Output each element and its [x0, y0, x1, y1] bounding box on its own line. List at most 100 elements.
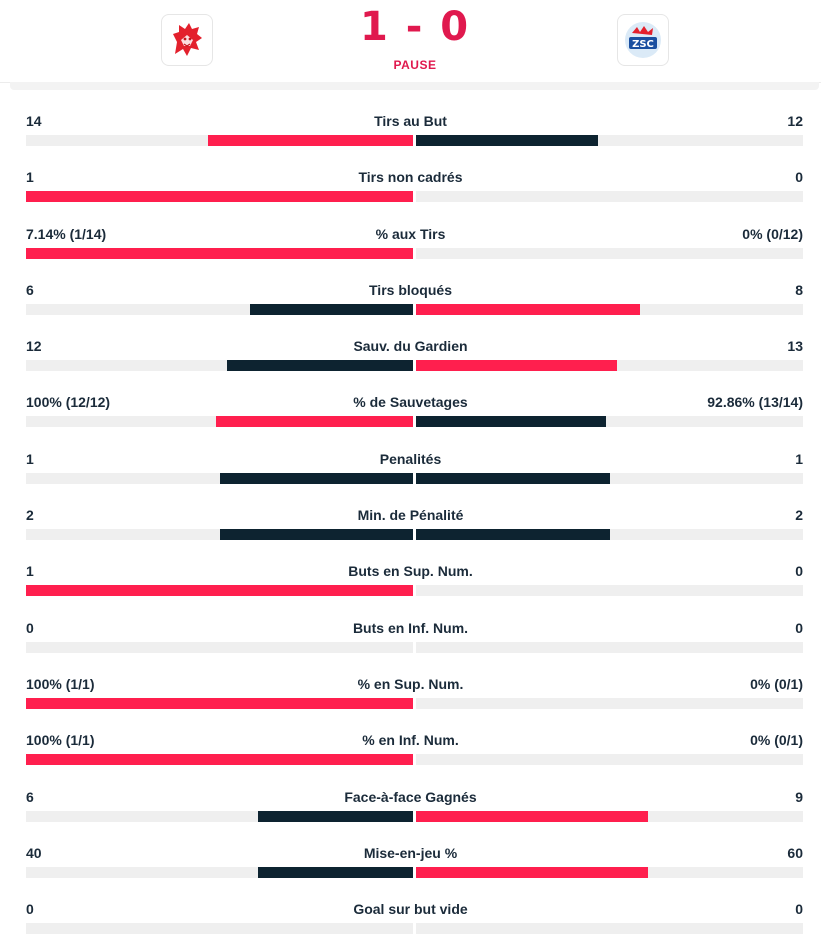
stat-row: 1 Tirs non cadrés 0 [0, 163, 821, 219]
stat-home-bar [250, 303, 413, 315]
stat-label: Tirs non cadrés [358, 169, 463, 186]
stat-row: 6 Face-à-face Gagnés 9 [0, 783, 821, 839]
match-status: PAUSE [393, 58, 437, 72]
stat-home-track [26, 416, 413, 428]
stat-home-value: 100% (1/1) [26, 675, 95, 692]
stat-row: 40 Mise-en-jeu % 60 [0, 839, 821, 895]
stat-away-value: 0 [795, 563, 803, 580]
stat-home-value: 6 [26, 788, 34, 805]
stat-label: Tirs au But [374, 113, 447, 129]
stat-home-bar [26, 191, 413, 203]
stat-row: 0 Buts en Inf. Num. 0 [0, 614, 821, 670]
stat-away-track [416, 472, 803, 484]
stat-away-bar [416, 360, 618, 372]
stat-home-value: 1 [26, 450, 34, 467]
stat-away-track [416, 697, 803, 709]
stat-away-value: 8 [795, 281, 803, 298]
stat-home-bar [219, 472, 413, 484]
stat-home-value: 0 [26, 901, 34, 918]
stat-away-track [416, 247, 803, 259]
match-header: 1 - 0 PAUSE ZSC [0, 0, 821, 83]
stat-row: 14 Tirs au But 12 [0, 107, 821, 163]
stat-label: Buts en Sup. Num. [348, 563, 473, 580]
stat-away-value: 0% (0/12) [742, 225, 803, 242]
stat-home-value: 1 [26, 563, 34, 580]
stat-home-track [26, 641, 413, 653]
stat-label: Face-à-face Gagnés [344, 788, 477, 805]
stat-home-value: 40 [26, 844, 42, 861]
stat-home-value: 2 [26, 507, 34, 524]
stat-home-bar [26, 697, 413, 709]
stat-home-track [26, 923, 413, 935]
stat-home-track [26, 585, 413, 597]
stat-home-value: 12 [26, 338, 42, 355]
stat-away-bar [416, 866, 649, 878]
stat-away-value: 0% (0/1) [750, 675, 803, 692]
stat-label: % en Inf. Num. [362, 732, 459, 749]
stat-label: Goal sur but vide [353, 901, 468, 918]
stat-away-track [416, 529, 803, 541]
stat-away-value: 0 [795, 169, 803, 186]
away-team-logo[interactable]: ZSC [617, 14, 669, 66]
stat-row: 1 Penalités 1 [0, 445, 821, 501]
stat-home-track [26, 191, 413, 203]
stat-away-track [416, 585, 803, 597]
zsc-lions-icon: ZSC [625, 22, 661, 58]
stat-home-track [26, 360, 413, 372]
stat-home-bar [26, 754, 413, 766]
stat-away-value: 13 [787, 338, 803, 355]
stat-home-bar [219, 529, 413, 541]
stat-away-bar [416, 472, 610, 484]
stat-away-track [416, 416, 803, 428]
stat-label: Penalités [379, 450, 442, 467]
match-score: 1 - 0 [359, 4, 471, 50]
stat-home-track [26, 810, 413, 822]
stat-home-track [26, 697, 413, 709]
stat-label: % en Sup. Num. [357, 675, 464, 692]
stat-home-track [26, 754, 413, 766]
stat-away-track [416, 866, 803, 878]
stat-away-track [416, 754, 803, 766]
stat-home-track [26, 866, 413, 878]
stat-home-track [26, 529, 413, 541]
stat-away-value: 2 [795, 507, 803, 524]
stat-label: Tirs bloqués [369, 281, 452, 298]
stat-home-track [26, 472, 413, 484]
stat-row: 0 Goal sur but vide 0 [0, 895, 821, 951]
stat-row: 1 Buts en Sup. Num. 0 [0, 557, 821, 613]
stat-away-value: 60 [787, 844, 803, 861]
stat-home-track [26, 303, 413, 315]
stat-away-value: 9 [795, 788, 803, 805]
stat-away-bar [416, 303, 641, 315]
stat-away-bar [416, 135, 598, 146]
stat-away-value: 0 [795, 901, 803, 918]
stat-home-bar [26, 247, 413, 259]
home-team-logo[interactable] [161, 14, 213, 66]
stat-label: % aux Tirs [375, 225, 446, 242]
stat-away-value: 0 [795, 619, 803, 636]
stat-label: % de Sauvetages [353, 394, 468, 411]
stat-away-value: 0% (0/1) [750, 732, 803, 749]
stat-home-value: 1 [26, 169, 34, 186]
stat-row: 100% (1/1) % en Inf. Num. 0% (0/1) [0, 726, 821, 782]
stat-home-bar [26, 585, 413, 597]
stat-home-bar [227, 360, 413, 372]
stat-home-track [26, 247, 413, 259]
stat-label: Buts en Inf. Num. [352, 619, 469, 636]
stat-away-track [416, 810, 803, 822]
stat-row: 2 Min. de Pénalité 2 [0, 501, 821, 557]
stat-home-value: 100% (1/1) [26, 732, 95, 749]
stat-away-value: 1 [795, 450, 803, 467]
stat-home-bar [207, 135, 413, 146]
stat-row: 12 Sauv. du Gardien 13 [0, 332, 821, 388]
stat-row: 100% (12/12) % de Sauvetages 92.86% (13/14… [0, 388, 821, 444]
stat-away-track [416, 360, 803, 372]
stat-away-track [416, 923, 803, 935]
stats-list: 14 Tirs au But 12 1 Tirs non cadrés 0 7.14% (1… [0, 107, 821, 951]
stat-row: 6 Tirs bloqués 8 [0, 276, 821, 332]
stat-home-value: 0 [26, 619, 34, 636]
stat-home-bar [258, 810, 413, 822]
stat-home-value: 100% (12/12) [26, 394, 111, 411]
stat-away-track [416, 641, 803, 653]
stat-home-bar [215, 416, 413, 428]
